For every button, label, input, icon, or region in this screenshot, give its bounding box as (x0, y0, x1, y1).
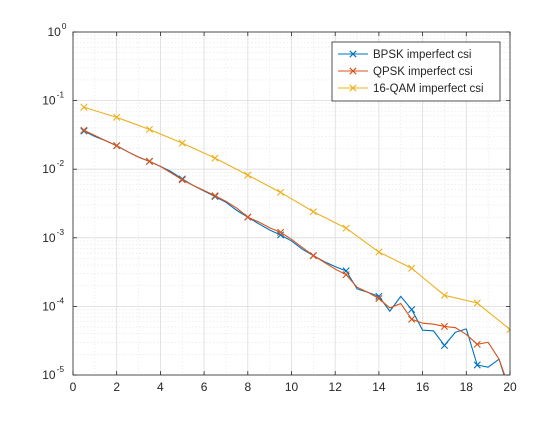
data-point-marker (113, 142, 121, 150)
data-point-marker (276, 228, 285, 236)
y-tick-label-exponent: -4 (57, 295, 65, 305)
legend-entry: BPSK imperfect csi (338, 49, 471, 61)
y-tick-label: 10 -2 (42, 158, 64, 176)
x-tick-label: 14 (372, 380, 386, 394)
x-tick-label: 8 (244, 380, 251, 394)
data-point-marker (211, 192, 219, 200)
data-point-marker (113, 113, 121, 121)
legend-swatch-marker (349, 84, 357, 92)
x-tick-label: 18 (460, 380, 474, 394)
y-tick-label-exponent: -5 (57, 364, 65, 374)
y-tick-label-base: 10 (42, 231, 56, 245)
y-tick-label-base: 10 (42, 299, 56, 313)
y-tick-label: 10 -1 (42, 90, 64, 108)
series-line (83, 106, 510, 330)
series-layer (80, 103, 510, 375)
x-tick-label: 12 (329, 380, 343, 394)
data-point-marker (440, 291, 449, 299)
data-point-marker (473, 340, 481, 348)
legend-swatch-marker (349, 50, 357, 58)
data-point-marker (440, 341, 449, 349)
data-point-marker (80, 103, 88, 111)
series-3 (80, 103, 510, 334)
data-point-marker (375, 292, 383, 300)
y-tick-label-exponent: 0 (62, 21, 67, 31)
data-point-marker (408, 315, 416, 323)
legend-label: 16-QAM imperfect csi (373, 83, 484, 95)
series-line (83, 129, 506, 375)
data-point-marker (80, 127, 88, 135)
legend-box (331, 41, 501, 102)
data-point-marker (145, 157, 154, 165)
data-point-marker (440, 322, 449, 331)
data-point-marker (506, 325, 510, 334)
data-point-marker (276, 188, 285, 196)
legend-label: BPSK imperfect csi (373, 49, 471, 61)
y-tick-label: 10 -3 (42, 227, 64, 245)
x-tick-label: 20 (503, 380, 517, 394)
series-2 (80, 126, 506, 375)
legend-label: QPSK imperfect csi (373, 66, 473, 78)
series-markers (80, 103, 510, 334)
y-tick-label-base: 10 (47, 25, 61, 39)
legend-swatch-marker (349, 67, 357, 75)
data-point-marker (145, 125, 154, 134)
y-tick-label: 10 -5 (42, 364, 64, 382)
legend-entry: 16-QAM imperfect csi (338, 83, 484, 95)
y-tick-label-exponent: -1 (57, 90, 65, 100)
data-point-marker (80, 126, 88, 134)
y-tick-label-base: 10 (42, 368, 56, 382)
data-point-marker (178, 176, 186, 184)
x-tick-label: 0 (70, 380, 77, 394)
legend-entry: QPSK imperfect csi (338, 66, 473, 78)
x-tick-label: 10 (285, 380, 299, 394)
data-point-marker (244, 213, 252, 221)
x-tick-label: 4 (157, 380, 164, 394)
y-tick-label-exponent: -2 (57, 158, 65, 168)
data-point-marker (375, 248, 383, 256)
legend: BPSK imperfect csi QPSK imperfect csi 16-Q… (331, 41, 501, 102)
data-point-marker (309, 252, 317, 260)
data-point-marker (375, 294, 383, 303)
data-point-marker (276, 231, 285, 239)
data-point-marker (408, 305, 416, 314)
data-point-marker (342, 271, 350, 279)
data-point-marker (211, 154, 219, 162)
data-point-marker (178, 139, 186, 147)
data-point-marker (309, 208, 317, 216)
x-axis-ticks: 0 2 4 6 8 10 12 14 16 18 20 (70, 32, 517, 394)
data-point-marker (342, 224, 350, 232)
data-point-marker (244, 171, 252, 179)
y-tick-label-exponent: -3 (57, 227, 65, 237)
data-point-marker (473, 299, 481, 307)
data-point-marker (473, 361, 481, 369)
x-tick-label: 2 (113, 380, 120, 394)
y-tick-label: 10 0 (47, 21, 66, 39)
x-tick-label: 6 (201, 380, 208, 394)
y-tick-label-base: 10 (42, 162, 56, 176)
y-tick-label-base: 10 (42, 94, 56, 108)
series-markers (80, 126, 481, 348)
y-tick-label: 10 -4 (42, 295, 64, 313)
x-tick-label: 16 (416, 380, 430, 394)
data-point-marker (408, 264, 416, 272)
